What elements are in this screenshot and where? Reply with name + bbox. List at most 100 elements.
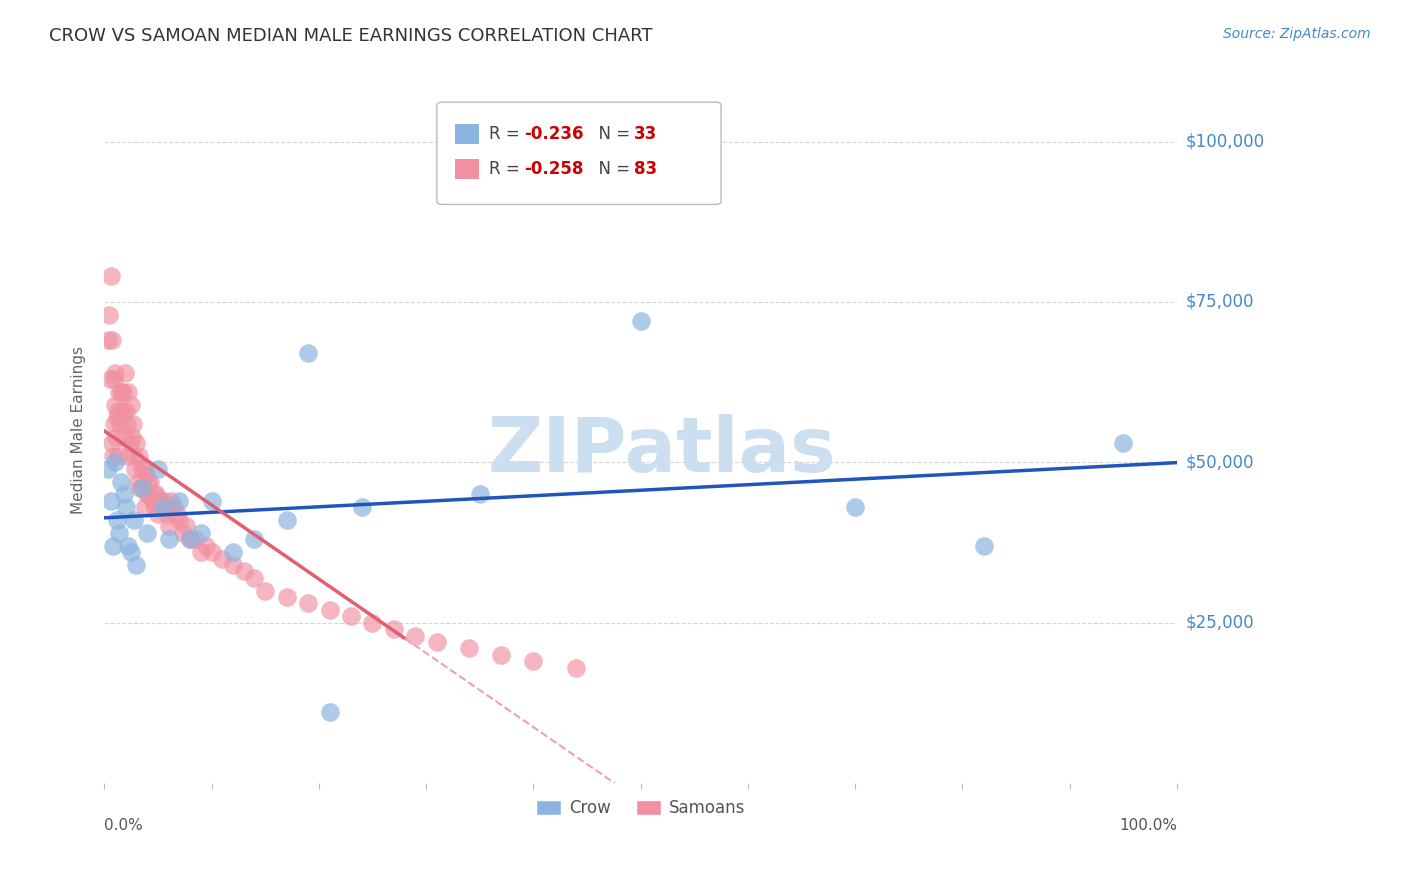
Point [163,500,186,515]
Point [114,366,136,380]
Text: Source: ZipAtlas.com: Source: ZipAtlas.com [1223,27,1371,41]
Point [142,493,165,508]
Text: -0.258: -0.258 [523,161,583,178]
Point [145,487,167,501]
Point [118,436,141,450]
Text: R =: R = [489,161,526,178]
Y-axis label: Median Male Earnings: Median Male Earnings [72,346,86,515]
Point [522,654,544,668]
Text: $75,000: $75,000 [1185,293,1254,311]
Point [111,404,134,418]
Point [1112,436,1135,450]
FancyBboxPatch shape [456,160,478,179]
Point [121,430,143,444]
Point [112,430,135,444]
Point [426,635,449,649]
Text: 100.0%: 100.0% [1119,818,1177,833]
Point [110,384,132,399]
Point [174,519,197,533]
Point [222,545,245,559]
Point [146,461,169,475]
Point [179,533,201,547]
Text: N =: N = [588,125,636,143]
Point [166,507,188,521]
Point [844,500,866,515]
Point [134,500,156,515]
Point [297,346,319,360]
Point [103,372,125,386]
Point [114,404,136,418]
Point [127,475,149,489]
Point [117,539,139,553]
Point [297,597,319,611]
Point [100,269,122,284]
Text: CROW VS SAMOAN MEDIAN MALE EARNINGS CORRELATION CHART: CROW VS SAMOAN MEDIAN MALE EARNINGS CORR… [49,27,652,45]
Point [100,493,122,508]
Text: R =: R = [489,125,526,143]
Point [136,475,159,489]
Point [565,660,588,674]
Point [111,384,134,399]
Point [107,449,129,463]
Point [120,398,142,412]
Point [489,648,512,662]
FancyBboxPatch shape [437,103,721,204]
Text: N =: N = [588,161,636,178]
Point [125,436,148,450]
Point [101,449,124,463]
Point [104,455,127,469]
Point [458,641,481,656]
Point [195,539,218,553]
Point [468,487,491,501]
Point [149,493,172,508]
Point [124,449,146,463]
Point [142,487,165,501]
Point [112,487,135,501]
Point [630,314,652,328]
Point [124,513,146,527]
Point [101,436,124,450]
Point [179,533,201,547]
Point [276,590,298,604]
Point [107,404,129,418]
Text: $50,000: $50,000 [1185,453,1254,471]
Point [110,475,132,489]
Point [104,366,127,380]
Point [382,622,405,636]
Point [105,513,128,527]
Point [122,417,145,431]
Text: 33: 33 [634,125,658,143]
Point [153,493,176,508]
Point [117,384,139,399]
Point [318,706,340,720]
Point [143,500,166,515]
Point [104,398,127,412]
Point [232,565,254,579]
Point [152,500,174,515]
Point [136,525,159,540]
Point [117,449,139,463]
Point [101,539,124,553]
Point [350,500,373,515]
Point [157,533,180,547]
Point [114,500,136,515]
Text: 83: 83 [634,161,658,178]
Text: -0.236: -0.236 [523,125,583,143]
Point [98,372,121,386]
Legend: Crow, Samoans: Crow, Samoans [529,793,752,824]
Point [222,558,245,572]
Point [404,628,426,642]
Point [169,493,191,508]
Point [138,487,160,501]
Text: $100,000: $100,000 [1185,133,1264,151]
Point [128,481,150,495]
FancyBboxPatch shape [456,124,478,144]
Point [101,334,124,348]
Point [243,533,266,547]
Point [254,583,277,598]
Point [172,525,194,540]
Point [190,545,212,559]
Text: ZIPatlas: ZIPatlas [488,415,837,489]
Point [150,500,173,515]
Point [105,410,128,425]
